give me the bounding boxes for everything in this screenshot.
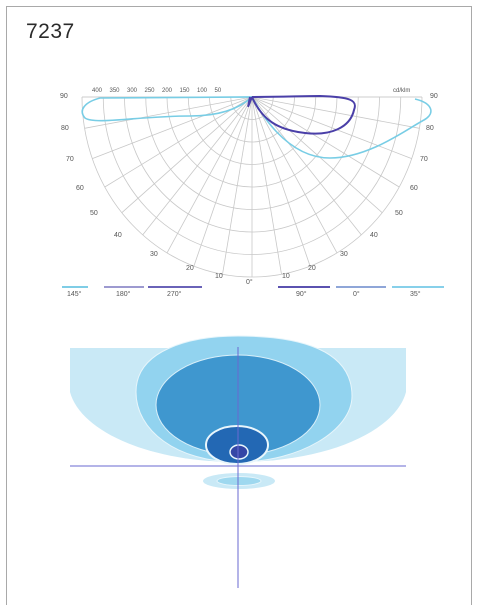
angle-0: 0° [246,278,253,286]
isolux-rear-spill-inner [216,476,262,486]
grid-radial [251,96,383,213]
angle-50-left: 50 [90,210,98,217]
legend-label: 90° [296,290,307,298]
angle-90-left: 90 [60,93,68,100]
grid-radial [251,96,420,129]
curve-narrow-left [247,96,253,107]
panel-frame [6,6,472,605]
grid-radial [251,96,338,254]
grid-radial [251,96,412,159]
intensity-tick: 50 [215,88,222,94]
angle-20-left: 20 [186,265,194,272]
intensity-tick: 250 [145,88,156,94]
angle-10-left: 10 [215,273,223,280]
legend: 145° 180° 270° 90° 0° 35° [62,286,444,298]
legend-label: 0° [353,290,360,298]
polar-curves [81,94,432,159]
intensity-tick: 150 [180,88,191,94]
angle-70-left: 70 [66,156,74,163]
angle-60-left: 60 [76,185,84,192]
angle-30-left: 30 [150,251,158,258]
angle-70-right: 70 [420,156,428,163]
isolux-zone-5 [229,444,249,460]
angle-50-right: 50 [395,210,403,217]
angle-20-right: 20 [308,265,316,272]
angle-80-left: 80 [61,125,69,132]
grid-radial [193,96,253,267]
curve-c0-c180 [81,96,255,122]
intensity-tick: 300 [127,88,138,94]
grid-radial [251,96,311,267]
legend-label: 35° [410,290,421,298]
grid-radial [104,96,253,188]
curve-narrow [251,94,356,135]
angle-30-right: 30 [340,251,348,258]
product-code: 7237 [26,20,75,43]
angle-40-right: 40 [370,232,378,239]
legend-label: 145° [67,290,82,298]
angle-60-right: 60 [410,185,418,192]
grid-radial [251,96,282,275]
polar-labels: 90 80 70 60 50 40 30 20 10 0° 10 20 30 4… [60,88,438,286]
intensity-tick: 200 [162,88,173,94]
grid-radial [84,96,253,129]
intensity-tick: 350 [110,88,121,94]
legend-label: 180° [116,290,131,298]
polar-grid: 400 350 300 250 200 150 100 50 [81,88,423,278]
isolux-diagram [70,335,406,588]
angle-40-left: 40 [114,232,122,239]
angle-90-right: 90 [430,93,438,100]
curve-c90-c270 [251,96,432,159]
angle-80-right: 80 [426,125,434,132]
grid-radial [251,96,400,188]
intensity-tick: 100 [197,88,208,94]
angle-10-right: 10 [282,273,290,280]
unit-label: cd/klm [393,88,410,94]
grid-radial [121,96,253,213]
intensity-tick: 400 [92,88,103,94]
grid-radial [166,96,253,254]
grid-radial [222,96,253,275]
grid-radial [92,96,253,159]
legend-label: 270° [167,290,182,298]
grid-radial [142,96,253,236]
